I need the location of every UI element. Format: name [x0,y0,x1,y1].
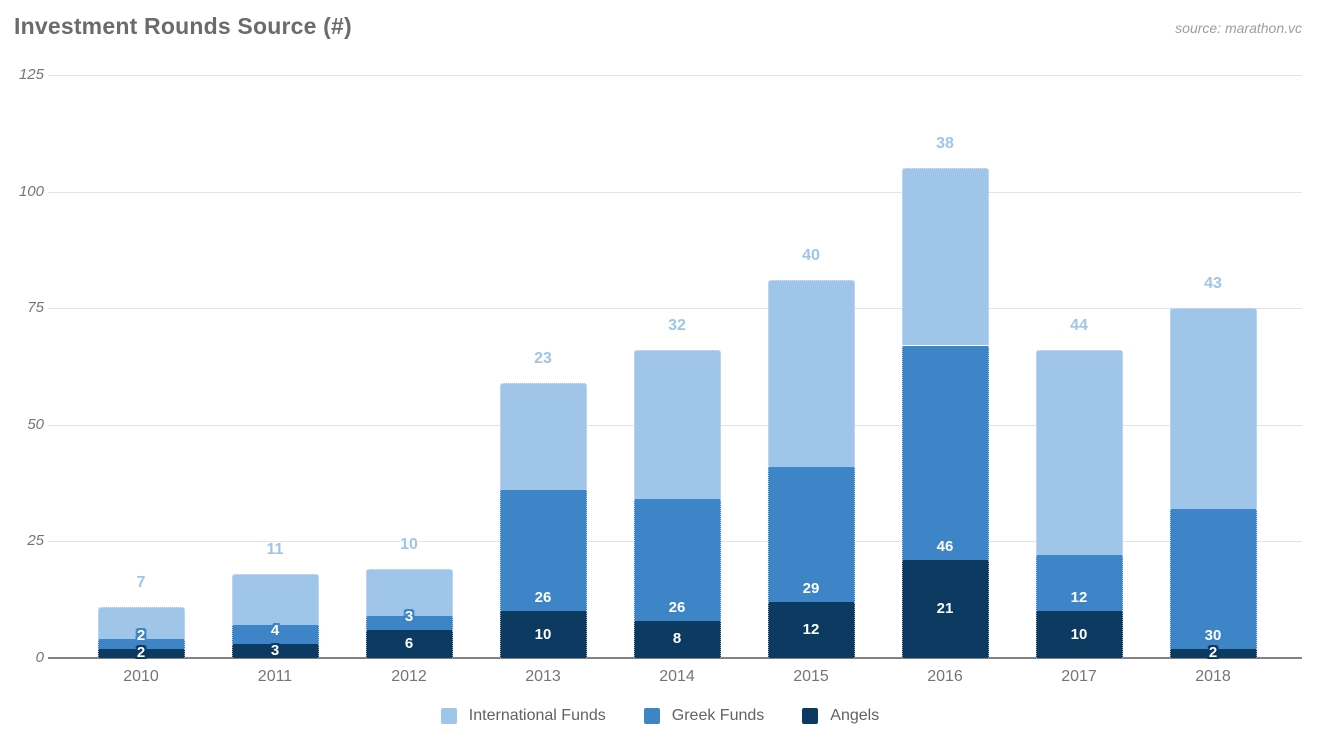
bar-annotation-greek-funds: 12 [1070,589,1088,607]
bar-annotation-greek-funds: 4 [270,622,280,639]
bar-segment-greek-funds[interactable] [499,490,587,612]
bar-segment-greek-funds[interactable] [901,345,989,561]
bar-segment-angels[interactable] [231,644,319,658]
bar-segment-international-funds[interactable] [901,168,989,346]
bar-segment-international-funds[interactable] [633,350,721,500]
bar-segment-greek-funds[interactable] [365,616,453,630]
bar-segment-international-funds[interactable] [767,280,855,467]
source-credit: source: marathon.vc [1175,20,1302,36]
bar-annotation-greek-funds: 26 [668,598,686,616]
y-axis-tick-label: 25 [27,532,44,550]
y-axis-tick-label: 100 [18,182,44,200]
bar-segment-angels[interactable] [97,648,185,658]
bar-segment-angels[interactable] [365,630,453,658]
legend-item-label: Greek Funds [671,707,765,724]
x-axis-tick-label: 2015 [793,668,829,685]
bar-annotation-international-funds: 44 [1070,317,1088,335]
bar-segment-angels[interactable] [767,602,855,658]
bar-segment-greek-funds[interactable] [767,466,855,603]
bar-annotation-angels: 21 [936,600,954,618]
x-axis-tick-label: 2018 [1195,668,1231,685]
legend-item-label: International Funds [468,707,606,724]
x-axis-tick-label: 2013 [525,668,561,685]
chart-title: Investment Rounds Source (#) [14,13,352,39]
bar-segment-international-funds[interactable] [499,382,587,491]
bar-annotation-angels: 10 [534,625,552,643]
gridline [48,191,1302,193]
y-axis-tick-label: 0 [35,649,44,666]
y-axis-tick-label: 125 [18,66,44,83]
x-axis-tick-label: 2010 [123,668,159,685]
x-axis-baseline [48,657,1302,659]
legend-item: Angels [802,707,879,725]
gridline [48,308,1302,310]
x-axis-tick-label: 2017 [1061,668,1097,685]
bar-segment-international-funds[interactable] [1169,308,1257,509]
legend: International Funds Greek Funds Angels [0,707,1320,725]
bar-segment-international-funds[interactable] [1035,350,1123,556]
bar-annotation-international-funds: 32 [668,317,686,335]
bar-segment-greek-funds[interactable] [1169,508,1257,649]
y-axis-tick-label: 75 [27,299,44,317]
bar-annotation-greek-funds: 3 [404,608,414,626]
bar-annotation-international-funds: 11 [266,541,284,559]
bar-annotation-international-funds: 40 [802,247,820,265]
x-axis-tick-label: 2012 [391,668,427,685]
bar-segment-angels[interactable] [499,611,587,658]
x-axis-tick-label: 2011 [257,668,293,685]
bar-annotation-international-funds: 38 [936,135,954,153]
bar-segment-greek-funds[interactable] [231,625,319,644]
legend-item: International Funds [440,707,606,725]
legend-swatch-icon [440,708,457,724]
bar-segment-greek-funds[interactable] [633,499,721,621]
bar-segment-international-funds[interactable] [231,574,319,626]
bar-segment-angels[interactable] [1035,611,1123,658]
bar-annotation-angels: 3 [270,642,280,659]
bar-annotation-greek-funds: 29 [802,580,820,598]
x-axis-tick-label: 2016 [927,668,963,685]
bar-annotation-angels: 12 [802,621,820,639]
bar-annotation-angels: 10 [1070,625,1088,643]
bar-annotation-international-funds: 10 [400,536,418,554]
y-axis-tick-label: 50 [27,415,44,433]
bar-annotation-angels: 2 [1208,644,1218,662]
bar-annotation-greek-funds: 2 [136,626,146,644]
bar-segment-international-funds[interactable] [97,606,185,640]
legend-swatch-icon [802,708,819,724]
bar-segment-angels[interactable] [1169,648,1257,658]
bar-annotation-greek-funds: 46 [936,538,954,556]
bar-segment-international-funds[interactable] [365,569,453,616]
bar-annotation-greek-funds: 30 [1204,626,1222,644]
bar-segment-angels[interactable] [633,620,721,658]
bar-segment-greek-funds[interactable] [1035,555,1123,612]
legend-item-label: Angels [830,707,880,724]
bar-annotation-international-funds: 23 [534,349,552,367]
bar-annotation-international-funds: 43 [1204,275,1222,293]
bar-annotation-angels: 2 [136,644,146,662]
bar-annotation-greek-funds: 26 [534,589,552,607]
x-axis-tick-label: 2014 [659,668,695,685]
legend-swatch-icon [643,708,660,724]
bar-segment-greek-funds[interactable] [97,639,185,649]
legend-item: Greek Funds [643,707,765,725]
bar-segment-angels[interactable] [901,560,989,658]
bar-annotation-angels: 6 [404,635,414,652]
bar-annotation-international-funds: 7 [136,573,146,591]
bar-annotation-angels: 8 [672,630,682,648]
gridline [48,75,1302,76]
